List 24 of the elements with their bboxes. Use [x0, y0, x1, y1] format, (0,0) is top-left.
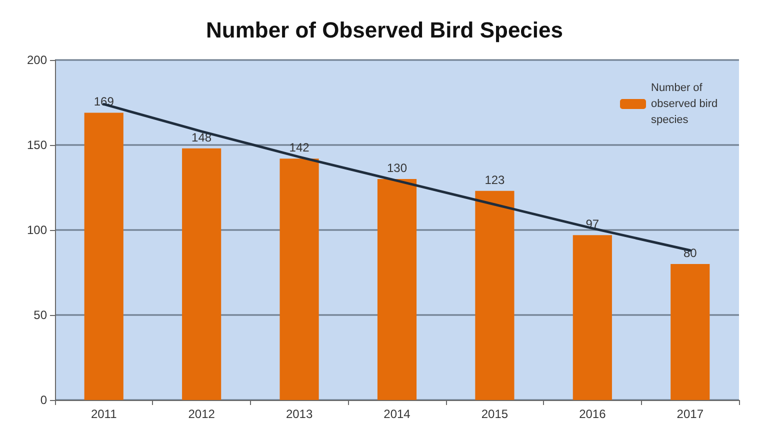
x-tick-label: 2011	[90, 407, 118, 421]
y-tick-label: 0	[40, 393, 48, 407]
bar	[572, 235, 612, 400]
x-tick-label: 2015	[481, 407, 508, 421]
bar	[475, 190, 514, 400]
x-tick-label: 2013	[286, 407, 313, 421]
x-tick-label: 2014	[384, 407, 411, 421]
y-tick-label: 200	[26, 53, 48, 67]
bar	[84, 112, 124, 400]
bar	[280, 158, 319, 400]
data-label: 142	[289, 140, 310, 155]
y-tick-label: 150	[26, 138, 48, 152]
y-tick-label: 50	[34, 308, 48, 322]
bar	[182, 148, 222, 400]
bar	[670, 264, 710, 400]
data-label: 123	[484, 172, 506, 187]
legend-label: Number of observed bird species	[651, 82, 721, 126]
x-tick-label: 2016	[579, 407, 606, 421]
y-tick-label: 100	[26, 223, 48, 237]
x-tick-label: 2012	[188, 407, 216, 421]
bar	[377, 179, 417, 400]
x-tick-label: 2017	[676, 407, 704, 421]
data-label: 130	[386, 161, 408, 175]
chart-title: Number of Observed Bird Species	[206, 18, 563, 42]
